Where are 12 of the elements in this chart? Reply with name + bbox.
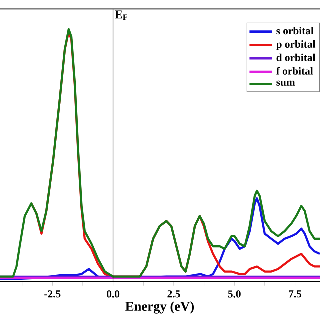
legend-label: s orbital [276,27,314,35]
legend-label: p orbital [276,40,316,50]
legend-label: f orbital [276,67,314,75]
legend-label: sum [276,80,296,86]
x-axis-title: Energy (eV) [126,302,194,314]
legend-label: d orbital [276,54,316,62]
x-tick-label: 7.5 [289,290,302,298]
ref-line-label: E$_{F}$ [115,10,128,20]
x-tick-label: -2.5 [44,290,61,298]
x-tick-label: 0.0 [107,290,120,298]
x-tick-label: 5.0 [228,290,241,298]
x-tick-label: 2.5 [168,290,180,298]
